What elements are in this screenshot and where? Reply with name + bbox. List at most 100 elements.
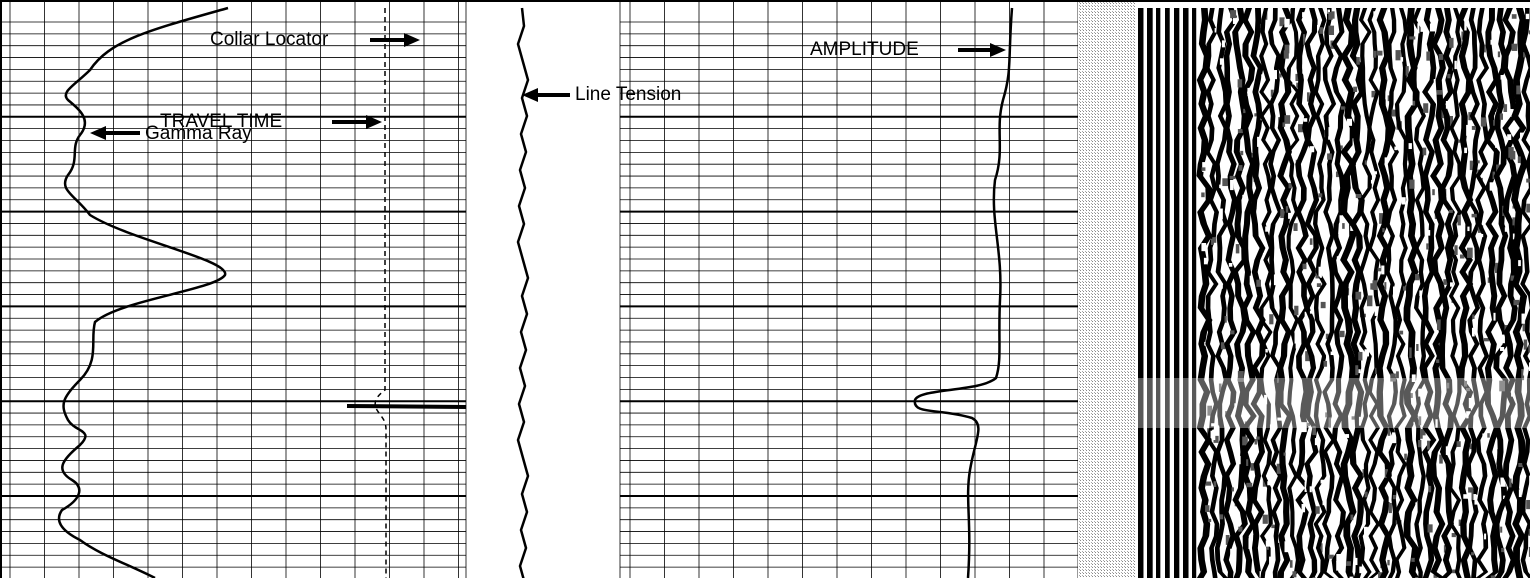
vdl-speckle <box>1222 178 1228 186</box>
vdl-speckle <box>1310 146 1315 152</box>
vdl-speckle <box>1481 234 1483 237</box>
vdl-speckle <box>1484 338 1489 341</box>
vdl-speckle <box>1292 571 1296 577</box>
vdl-speckle <box>1263 253 1265 257</box>
vdl-speckle <box>1457 441 1461 447</box>
vdl-speckle <box>1238 79 1243 87</box>
vdl-speckle <box>1507 134 1511 140</box>
vdl-speckle <box>1290 560 1293 568</box>
vdl-speckle <box>1516 85 1520 94</box>
vdl-speckle <box>1426 52 1430 61</box>
annotation: Collar Locator Gamma Ray TRAVEL TIME Lin… <box>90 29 1006 144</box>
vdl-speckle <box>1232 487 1234 491</box>
vdl-speckle <box>1427 441 1430 450</box>
vdl-speckle <box>1351 195 1354 205</box>
vdl-speckle <box>1318 193 1322 197</box>
vdl-speckle <box>1222 40 1225 47</box>
vdl-speckle <box>1284 19 1289 27</box>
vdl-stripe <box>1183 8 1189 578</box>
vdl-speckle <box>1302 264 1306 269</box>
vdl-speckle <box>1286 206 1288 213</box>
vdl-speckle <box>1449 210 1453 213</box>
vdl-speckle <box>1423 148 1427 156</box>
collar-marker <box>347 406 466 407</box>
vdl-speckle <box>1394 147 1397 151</box>
vdl-speckle <box>1430 23 1435 31</box>
vdl-speckle <box>1205 505 1209 512</box>
vdl-speckle <box>1257 137 1261 147</box>
vdl-speckle <box>1211 431 1215 438</box>
vdl-speckle <box>1353 87 1357 92</box>
vdl-speckle <box>1247 88 1250 96</box>
vdl-speckle <box>1472 328 1475 337</box>
vdl-speckle <box>1409 347 1411 358</box>
vdl-speckle <box>1238 456 1241 464</box>
label: Collar Locator <box>210 29 329 50</box>
vdl-speckle <box>1208 519 1211 522</box>
vdl-speckle <box>1269 557 1271 564</box>
vdl-speckle <box>1350 515 1353 521</box>
vdl-speckle <box>1344 574 1347 577</box>
vdl-speckle <box>1373 11 1377 19</box>
vdl-speckle <box>1230 549 1233 558</box>
vdl-speckle <box>1303 536 1305 539</box>
vdl-speckle <box>1409 180 1414 189</box>
vdl-speckle <box>1526 14 1529 19</box>
vdl-speckle <box>1464 148 1467 153</box>
vdl-speckle <box>1467 248 1473 258</box>
vdl-speckle <box>1504 315 1507 318</box>
vdl-speckle <box>1409 143 1412 149</box>
vdl-speckle <box>1358 369 1360 373</box>
vdl-speckle <box>1526 204 1530 213</box>
vdl-stripe <box>1147 8 1153 578</box>
vdl-speckle <box>1446 446 1450 455</box>
vdl-speckle <box>1491 40 1493 45</box>
vdl-speckle <box>1404 454 1407 460</box>
vdl-speckle <box>1220 514 1223 519</box>
vdl-speckle <box>1317 283 1321 287</box>
vdl-speckle <box>1336 561 1340 571</box>
vdl-speckle <box>1315 438 1321 445</box>
vdl-speckle <box>1294 306 1298 315</box>
vdl-speckle <box>1265 227 1270 232</box>
vdl-speckle <box>1409 36 1415 39</box>
vdl-speckle <box>1331 352 1335 356</box>
vdl-speckle <box>1437 90 1443 95</box>
vdl-speckle <box>1500 347 1504 351</box>
vdl-speckle <box>1372 280 1377 290</box>
page: Collar Locator Gamma Ray TRAVEL TIME Lin… <box>0 0 1530 578</box>
vdl-speckle <box>1365 160 1367 164</box>
label: AMPLITUDE <box>810 39 919 60</box>
vdl-speckle <box>1329 26 1335 35</box>
vdl-speckle <box>1432 189 1435 195</box>
vdl-stripe <box>1322 8 1336 578</box>
vdl-speckle <box>1458 215 1461 225</box>
vdl-speckle <box>1201 192 1204 197</box>
vdl-speckle <box>1416 344 1418 351</box>
vdl-speckle <box>1382 228 1384 232</box>
vdl-speckle <box>1483 438 1485 446</box>
vdl-speckle <box>1477 160 1479 163</box>
vdl-speckle <box>1242 195 1246 199</box>
vdl-speckle <box>1396 371 1399 378</box>
vdl-speckle <box>1295 333 1298 344</box>
vdl-speckle <box>1285 541 1291 552</box>
grid <box>0 2 1078 578</box>
vdl-speckle <box>1397 176 1402 185</box>
vdl-speckle <box>1393 495 1396 499</box>
vdl-speckle <box>1519 490 1522 498</box>
vdl-speckle <box>1464 21 1466 30</box>
vdl-speckle <box>1393 287 1398 294</box>
vdl-speckle <box>1433 84 1436 93</box>
vdl-speckle <box>1293 223 1297 231</box>
vdl-speckle <box>1365 492 1368 498</box>
vdl-speckle <box>1420 23 1425 32</box>
vdl-speckle <box>1467 227 1469 231</box>
vdl-stripe <box>1174 8 1179 578</box>
vdl-speckle <box>1511 44 1517 51</box>
vdl-speckle <box>1310 486 1312 492</box>
vdl-speckle <box>1526 500 1530 509</box>
vdl-speckle <box>1232 61 1236 64</box>
vdl-speckle <box>1512 14 1517 19</box>
vdl-speckle <box>1263 515 1268 524</box>
